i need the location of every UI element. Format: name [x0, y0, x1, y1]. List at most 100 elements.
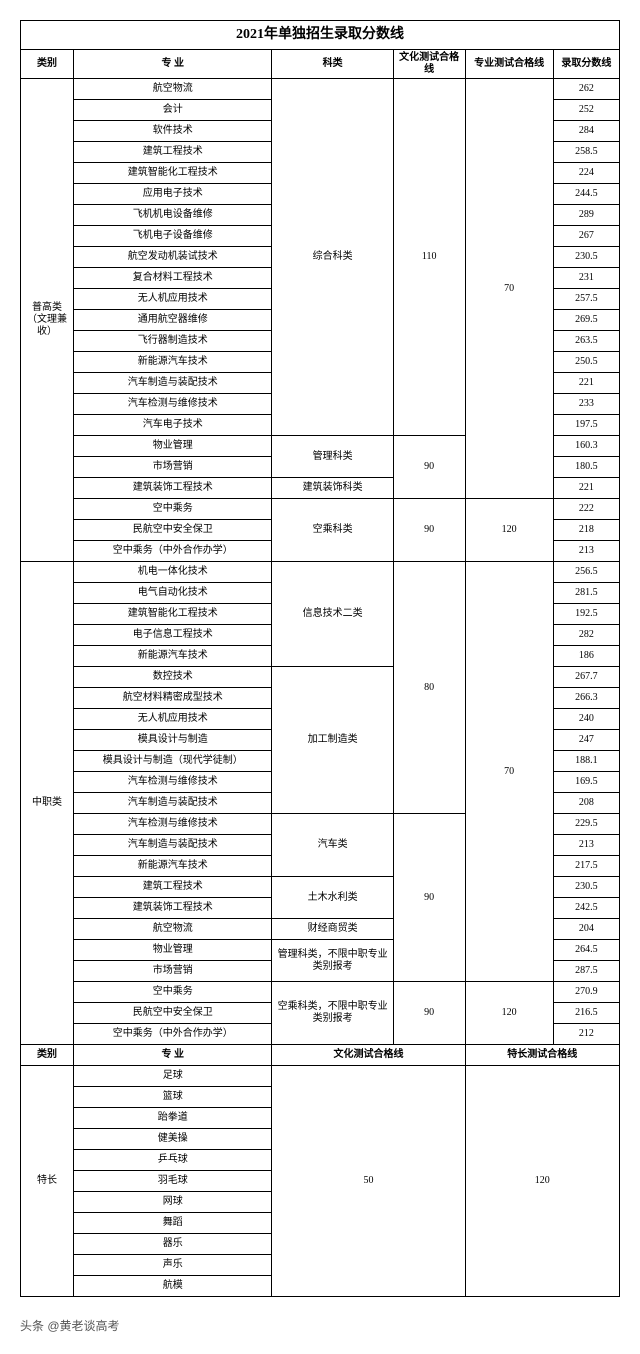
- major-cell: 飞机机电设备维修: [73, 205, 272, 226]
- score-cell: 262: [553, 79, 619, 100]
- major-cell: 应用电子技术: [73, 184, 272, 205]
- score-cell: 216.5: [553, 1003, 619, 1024]
- major-cell: 新能源汽车技术: [73, 646, 272, 667]
- score-cell: 231: [553, 268, 619, 289]
- hdr-cat: 类别: [21, 50, 74, 79]
- major-cell: 跆拳道: [73, 1108, 272, 1129]
- hdr-pro2: 特长测试合格线: [465, 1045, 620, 1066]
- header-row: 类别 专 业 科类 文化测试合格线 专业测试合格线 录取分数线: [21, 50, 620, 79]
- category-cell: 中职类: [21, 562, 74, 1045]
- major-cell: 物业管理: [73, 940, 272, 961]
- major-cell: 电气自动化技术: [73, 583, 272, 604]
- score-cell: 229.5: [553, 814, 619, 835]
- prof-cell: 70: [465, 79, 553, 499]
- score-cell: 221: [553, 373, 619, 394]
- hdr-subj: 科类: [272, 50, 393, 79]
- category-cell: 普高类（文理兼收）: [21, 79, 74, 562]
- major-cell: 模具设计与制造: [73, 730, 272, 751]
- major-cell: 会计: [73, 100, 272, 121]
- category-cell: 特长: [21, 1066, 74, 1297]
- major-cell: 汽车制造与装配技术: [73, 373, 272, 394]
- table-row: 普高类（文理兼收） 航空物流 综合科类 110 70 262: [21, 79, 620, 100]
- hdr-score: 录取分数线: [553, 50, 619, 79]
- major-cell: 软件技术: [73, 121, 272, 142]
- subject-cell: 财经商贸类: [272, 919, 393, 940]
- score-cell: 250.5: [553, 352, 619, 373]
- score-cell: 270.9: [553, 982, 619, 1003]
- score-cell: 213: [553, 541, 619, 562]
- major-cell: 飞行器制造技术: [73, 331, 272, 352]
- culture-cell: 80: [393, 562, 465, 814]
- score-cell: 160.3: [553, 436, 619, 457]
- score-cell: 217.5: [553, 856, 619, 877]
- subject-cell: 综合科类: [272, 79, 393, 436]
- major-cell: 建筑智能化工程技术: [73, 163, 272, 184]
- major-cell: 物业管理: [73, 436, 272, 457]
- score-cell: 258.5: [553, 142, 619, 163]
- score-cell: 192.5: [553, 604, 619, 625]
- major-cell: 建筑装饰工程技术: [73, 898, 272, 919]
- major-cell: 汽车检测与维修技术: [73, 814, 272, 835]
- major-cell: 民航空中安全保卫: [73, 520, 272, 541]
- table-row: 中职类 机电一体化技术 信息技术二类 80 70 256.5: [21, 562, 620, 583]
- subject-cell: 土木水利类: [272, 877, 393, 919]
- score-cell: 204: [553, 919, 619, 940]
- major-cell: 建筑工程技术: [73, 877, 272, 898]
- culture-cell: 90: [393, 982, 465, 1045]
- major-cell: 汽车制造与装配技术: [73, 835, 272, 856]
- score-cell: 252: [553, 100, 619, 121]
- score-table: 2021年单独招生录取分数线 类别 专 业 科类 文化测试合格线 专业测试合格线…: [20, 20, 620, 1297]
- footer-credit: 头条 @黄老谈高考: [20, 1317, 620, 1334]
- score-cell: 247: [553, 730, 619, 751]
- table-row: 空中乘务 空乘科类 90 120 222: [21, 499, 620, 520]
- score-cell: 230.5: [553, 247, 619, 268]
- hdr-pro: 专业测试合格线: [465, 50, 553, 79]
- subject-cell: 汽车类: [272, 814, 393, 877]
- subject-cell: 信息技术二类: [272, 562, 393, 667]
- score-cell: 256.5: [553, 562, 619, 583]
- score-cell: 242.5: [553, 898, 619, 919]
- subject-cell: 管理科类: [272, 436, 393, 478]
- major-cell: 通用航空器维修: [73, 310, 272, 331]
- major-cell: 复合材料工程技术: [73, 268, 272, 289]
- major-cell: 汽车检测与维修技术: [73, 394, 272, 415]
- major-cell: 器乐: [73, 1234, 272, 1255]
- score-cell: 281.5: [553, 583, 619, 604]
- score-cell: 267: [553, 226, 619, 247]
- score-cell: 186: [553, 646, 619, 667]
- score-cell: 213: [553, 835, 619, 856]
- score-cell: 180.5: [553, 457, 619, 478]
- culture-cell: 90: [393, 499, 465, 562]
- score-cell: 263.5: [553, 331, 619, 352]
- score-cell: 240: [553, 709, 619, 730]
- major-cell: 数控技术: [73, 667, 272, 688]
- major-cell: 汽车制造与装配技术: [73, 793, 272, 814]
- table-row: 空中乘务 空乘科类，不限中职专业类别报考 90 120 270.9: [21, 982, 620, 1003]
- score-cell: 221: [553, 478, 619, 499]
- major-cell: 建筑智能化工程技术: [73, 604, 272, 625]
- hdr-major: 专 业: [73, 50, 272, 79]
- prof-cell: 70: [465, 562, 553, 982]
- major-cell: 新能源汽车技术: [73, 856, 272, 877]
- hdr-major: 专 业: [73, 1045, 272, 1066]
- score-cell: 287.5: [553, 961, 619, 982]
- score-cell: 230.5: [553, 877, 619, 898]
- title-row: 2021年单独招生录取分数线: [21, 21, 620, 50]
- major-cell: 建筑工程技术: [73, 142, 272, 163]
- score-cell: 169.5: [553, 772, 619, 793]
- major-cell: 汽车电子技术: [73, 415, 272, 436]
- major-cell: 建筑装饰工程技术: [73, 478, 272, 499]
- hdr-cul2: 文化测试合格线: [272, 1045, 465, 1066]
- score-cell: 244.5: [553, 184, 619, 205]
- culture-cell: 50: [272, 1066, 465, 1297]
- culture-cell: 90: [393, 814, 465, 982]
- subject-cell: 管理科类，不限中职专业类别报考: [272, 940, 393, 982]
- major-cell: 汽车检测与维修技术: [73, 772, 272, 793]
- major-cell: 民航空中安全保卫: [73, 1003, 272, 1024]
- major-cell: 模具设计与制造（现代学徒制）: [73, 751, 272, 772]
- score-cell: 267.7: [553, 667, 619, 688]
- score-cell: 222: [553, 499, 619, 520]
- score-cell: 284: [553, 121, 619, 142]
- prof-cell: 120: [465, 1066, 620, 1297]
- score-cell: 257.5: [553, 289, 619, 310]
